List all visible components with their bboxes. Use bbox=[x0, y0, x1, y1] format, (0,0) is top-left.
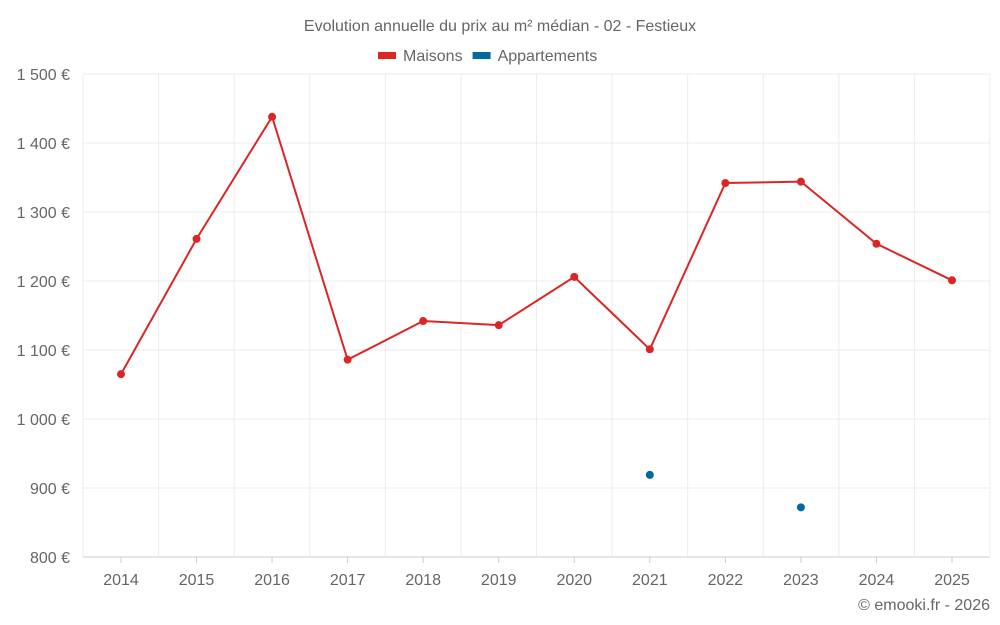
legend-label: Appartements bbox=[498, 48, 598, 65]
x-tick-label: 2024 bbox=[859, 572, 895, 589]
data-point-maisons[interactable] bbox=[117, 370, 125, 379]
y-tick-label: 1 100 € bbox=[17, 343, 70, 360]
y-tick-label: 900 € bbox=[30, 481, 70, 498]
data-point-maisons[interactable] bbox=[645, 345, 654, 354]
x-tick-label: 2018 bbox=[405, 572, 441, 589]
y-tick-label: 1 300 € bbox=[17, 205, 70, 222]
x-tick-label: 2025 bbox=[934, 572, 970, 589]
x-tick-label: 2017 bbox=[330, 572, 366, 589]
y-tick-label: 1 500 € bbox=[17, 67, 70, 84]
data-point-maisons[interactable] bbox=[872, 239, 881, 248]
y-tick-label: 1 400 € bbox=[17, 136, 70, 153]
data-point-maisons[interactable] bbox=[343, 355, 352, 364]
legend-swatch bbox=[378, 52, 396, 59]
x-tick-label: 2022 bbox=[708, 572, 744, 589]
x-tick-label: 2023 bbox=[783, 572, 819, 589]
data-point-maisons[interactable] bbox=[570, 272, 579, 281]
data-point-maisons[interactable] bbox=[796, 177, 805, 186]
data-point-maisons[interactable] bbox=[268, 112, 277, 121]
legend-swatch bbox=[472, 52, 491, 59]
x-tick-label: 2019 bbox=[481, 572, 517, 589]
data-point-appartements[interactable] bbox=[645, 470, 654, 479]
y-tick-label: 1 000 € bbox=[17, 412, 70, 429]
data-point-maisons[interactable] bbox=[721, 179, 730, 188]
data-point-appartements[interactable] bbox=[796, 503, 805, 512]
chart-title: Evolution annuelle du prix au m² médian … bbox=[304, 18, 696, 35]
x-tick-label: 2015 bbox=[179, 572, 215, 589]
x-tick-label: 2014 bbox=[103, 572, 139, 589]
y-tick-label: 1 200 € bbox=[17, 274, 70, 291]
legend-label: Maisons bbox=[403, 48, 463, 65]
legend: Maisons Appartements bbox=[378, 48, 597, 65]
credit: © emooki.fr - 2026 bbox=[858, 597, 990, 614]
y-tick-label: 800 € bbox=[30, 550, 70, 567]
x-tick-label: 2021 bbox=[632, 572, 668, 589]
series-line-maisons bbox=[120, 114, 953, 375]
legend-item-appartements[interactable]: Appartements bbox=[472, 48, 598, 65]
x-tick-label: 2020 bbox=[556, 572, 592, 589]
data-point-maisons[interactable] bbox=[948, 276, 956, 285]
data-point-maisons[interactable] bbox=[419, 317, 428, 326]
x-tick-label: 2016 bbox=[254, 572, 290, 589]
data-point-maisons[interactable] bbox=[494, 321, 503, 330]
legend-item-maisons[interactable]: Maisons bbox=[378, 48, 463, 65]
data-point-maisons[interactable] bbox=[192, 234, 201, 243]
